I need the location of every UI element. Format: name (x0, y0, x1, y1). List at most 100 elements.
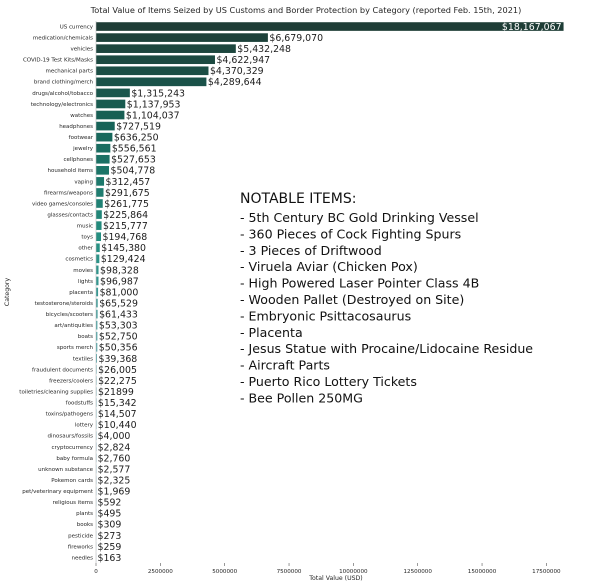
x-tick-label: 2500000 (148, 569, 173, 575)
bar (96, 420, 97, 430)
value-label: $18,167,067 (502, 22, 562, 33)
value-label: $592 (98, 498, 122, 509)
bar (96, 387, 97, 396)
category-label: vehicles (71, 47, 94, 53)
value-label: $1,104,037 (126, 110, 180, 121)
notable-item: - Embryonic Psittacosaurus (240, 308, 411, 323)
value-label: $4,370,329 (210, 66, 264, 77)
bar (96, 276, 99, 286)
bar (96, 55, 215, 65)
value-label: $145,380 (101, 243, 146, 254)
bar (96, 531, 97, 540)
category-label: dinosaurs/fossils (47, 434, 93, 440)
x-tick-label: 12500000 (403, 569, 432, 575)
category-label: Pokemon cards (51, 478, 93, 484)
x-tick-label: 5000000 (212, 569, 237, 575)
value-label: $14,507 (98, 409, 137, 420)
value-label: $52,750 (99, 332, 138, 343)
notable-item: - Viruela Aviar (Chicken Pox) (240, 259, 418, 274)
bar (96, 88, 130, 98)
value-label: $26,005 (98, 365, 137, 376)
category-label: household items (48, 168, 94, 174)
bar (96, 110, 125, 120)
notable-item: - Puerto Rico Lottery Tickets (240, 374, 417, 389)
value-label: $6,679,070 (269, 33, 323, 44)
bar (96, 475, 97, 485)
x-tick-label: 15000000 (468, 569, 497, 575)
x-axis-ticks: 0 2500000 5000000 7500000 10000000 12500000 15… (94, 563, 561, 575)
value-label: $504,778 (110, 166, 155, 177)
bar (96, 354, 98, 363)
notable-item: - High Powered Laser Pointer Class 4B (240, 276, 479, 291)
value-label: $22,275 (98, 376, 137, 387)
bar (96, 132, 113, 142)
value-label: $312,457 (106, 177, 151, 188)
category-label: foodstuffs (66, 401, 93, 407)
bar (96, 66, 209, 76)
value-label: $98,328 (100, 265, 139, 276)
bar (96, 287, 99, 297)
category-label: needles (71, 555, 93, 561)
value-label: $96,987 (100, 276, 139, 287)
bar (96, 177, 105, 186)
value-label: $1,315,243 (131, 88, 185, 99)
notable-item: - Jesus Statue with Procaine/Lidocaine R… (240, 341, 533, 356)
x-tick-label: 17500000 (532, 569, 561, 575)
category-label: cellphones (63, 157, 93, 163)
notable-item: - Placenta (240, 325, 303, 340)
category-label: bicycles/scooters (46, 312, 93, 318)
notable-item: - 5th Century BC Gold Drinking Vessel (240, 210, 479, 225)
category-label: footwear (69, 135, 94, 141)
category-label: fraudulent documents (32, 367, 93, 373)
value-label: $225,864 (103, 210, 148, 221)
category-label: movies (73, 268, 93, 274)
bar (96, 331, 98, 341)
value-label: $194,768 (103, 232, 148, 243)
bar (96, 188, 104, 197)
bar (96, 442, 97, 452)
bar (96, 309, 98, 319)
category-label: COVID-19 Test Kits/Masks (23, 58, 93, 64)
bar (96, 376, 97, 385)
value-label: $261,775 (104, 199, 149, 210)
bar (96, 464, 97, 474)
category-label: medication/chemicals (33, 35, 93, 41)
value-label: $309 (98, 520, 122, 531)
bar (96, 232, 102, 242)
bar (96, 77, 207, 87)
value-label: $291,675 (105, 188, 150, 199)
category-label: toxins/pathogens (46, 412, 94, 418)
bar (96, 44, 236, 53)
value-label: $4,000 (98, 431, 131, 442)
x-tick-label: 10000000 (339, 569, 368, 575)
notable-items-annotation: NOTABLE ITEMS: - 5th Century BC Gold Dri… (240, 191, 533, 405)
value-label: $50,356 (99, 343, 138, 354)
value-label: $4,622,947 (216, 55, 270, 66)
bar (96, 154, 110, 164)
category-label: vaping (74, 179, 93, 185)
value-label: $10,440 (98, 420, 137, 431)
value-label: $2,325 (98, 475, 131, 486)
notable-heading: NOTABLE ITEMS: (240, 191, 356, 207)
bar (96, 254, 100, 264)
category-labels: US currency medication/chemicals vehicles C… (19, 24, 94, 561)
category-label: fireworks (68, 544, 93, 550)
notable-item: - 3 Pieces of Driftwood (240, 243, 382, 258)
bar (96, 486, 97, 496)
bar (96, 99, 126, 109)
category-label: textiles (73, 356, 93, 362)
value-label: $5,432,248 (237, 44, 291, 55)
category-label: testosterone/steroids (35, 301, 93, 307)
category-label: art/antiquities (54, 323, 93, 329)
category-label: toys (81, 235, 93, 241)
category-label: other (78, 246, 93, 252)
bar (96, 519, 97, 529)
value-label: $15,342 (98, 398, 137, 409)
bar (96, 221, 102, 230)
category-label: freezers/coolers (49, 378, 93, 384)
bar (96, 143, 111, 153)
value-labels: $18,167,067 $6,679,070$5,432,248$4,622,94… (98, 22, 562, 564)
value-label: $2,760 (98, 453, 131, 464)
notable-item: - Bee Pollen 250MG (240, 390, 363, 405)
